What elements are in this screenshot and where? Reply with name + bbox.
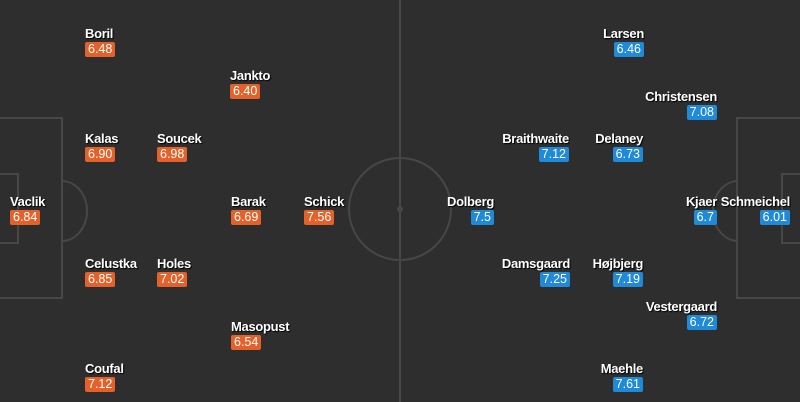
player-rating-badge: 6.7 — [693, 210, 717, 225]
right-goal-box — [781, 173, 800, 244]
home-player[interactable]: Vaclik 6.84 — [10, 194, 45, 225]
away-player[interactable]: Schmeichel 6.01 — [721, 194, 790, 225]
player-name: Kjaer — [685, 194, 717, 209]
player-name: Masopust — [231, 319, 290, 334]
player-name: Braithwaite — [502, 131, 569, 146]
home-player[interactable]: Masopust 6.54 — [231, 319, 290, 350]
player-rating-badge: 6.01 — [759, 210, 790, 225]
player-name: Schick — [304, 194, 345, 209]
player-name: Dolberg — [446, 194, 494, 209]
away-player[interactable]: Vestergaard 6.72 — [646, 299, 717, 330]
right-penalty-box — [736, 117, 800, 299]
player-rating-badge: 7.02 — [157, 272, 188, 287]
home-player[interactable]: Schick 7.56 — [304, 194, 344, 225]
player-rating-badge: 6.98 — [157, 147, 188, 162]
player-rating-badge: 7.56 — [304, 210, 335, 225]
home-player[interactable]: Barak 6.69 — [231, 194, 266, 225]
home-player[interactable]: Boril 6.48 — [85, 26, 116, 57]
away-player[interactable]: Larsen 6.46 — [603, 26, 644, 57]
player-name: Soucek — [157, 131, 202, 146]
player-rating-badge: 6.73 — [612, 147, 643, 162]
player-rating-badge: 7.12 — [538, 147, 569, 162]
player-rating-badge: 6.69 — [231, 210, 262, 225]
home-player[interactable]: Jankto 6.40 — [230, 68, 270, 99]
player-name: Maehle — [600, 361, 644, 376]
player-name: Delaney — [595, 131, 643, 146]
away-player[interactable]: Braithwaite 7.12 — [502, 131, 569, 162]
player-name: Damsgaard — [501, 256, 570, 271]
center-circle — [348, 157, 452, 261]
away-player[interactable]: Kjaer 6.7 — [686, 194, 717, 225]
player-rating-badge: 6.85 — [85, 272, 116, 287]
player-rating-badge: 6.40 — [230, 84, 261, 99]
player-rating-badge: 7.12 — [85, 377, 116, 392]
home-player[interactable]: Kalas 6.90 — [85, 131, 119, 162]
player-name: Celustka — [85, 256, 137, 271]
home-player[interactable]: Coufal 7.12 — [85, 361, 124, 392]
player-rating-badge: 6.90 — [85, 147, 116, 162]
player-rating-badge: 7.19 — [612, 272, 643, 287]
left-penalty-box — [0, 117, 63, 299]
player-rating-badge: 6.48 — [85, 42, 116, 57]
center-spot — [397, 206, 403, 212]
player-rating-badge: 6.54 — [231, 335, 262, 350]
player-rating-badge: 6.72 — [686, 315, 717, 330]
home-player[interactable]: Holes 7.02 — [157, 256, 191, 287]
player-rating-badge: 7.08 — [686, 105, 717, 120]
player-name: Coufal — [85, 361, 124, 376]
player-name: Schmeichel — [720, 194, 791, 209]
away-player[interactable]: Maehle 7.61 — [601, 361, 643, 392]
player-name: Larsen — [603, 26, 644, 41]
player-name: Christensen — [645, 89, 717, 104]
away-player[interactable]: Christensen 7.08 — [645, 89, 717, 120]
player-rating-badge: 7.25 — [539, 272, 570, 287]
player-rating-badge: 7.5 — [470, 210, 494, 225]
player-name: Boril — [85, 26, 114, 41]
home-player[interactable]: Soucek 6.98 — [157, 131, 202, 162]
player-name: Jankto — [230, 68, 271, 83]
player-name: Holes — [157, 256, 191, 271]
away-player[interactable]: Dolberg 7.5 — [447, 194, 494, 225]
home-player[interactable]: Celustka 6.85 — [85, 256, 137, 287]
player-name: Kalas — [85, 131, 119, 146]
player-rating-badge: 6.84 — [10, 210, 41, 225]
away-player[interactable]: Delaney 6.73 — [595, 131, 643, 162]
player-rating-badge: 6.46 — [613, 42, 644, 57]
player-rating-badge: 7.61 — [612, 377, 643, 392]
away-player[interactable]: Højbjerg 7.19 — [593, 256, 643, 287]
player-name: Barak — [231, 194, 266, 209]
player-name: Højbjerg — [592, 256, 644, 271]
away-player[interactable]: Damsgaard 7.25 — [502, 256, 570, 287]
player-name: Vaclik — [10, 194, 46, 209]
player-name: Vestergaard — [645, 299, 717, 314]
left-goal-box — [0, 173, 19, 244]
